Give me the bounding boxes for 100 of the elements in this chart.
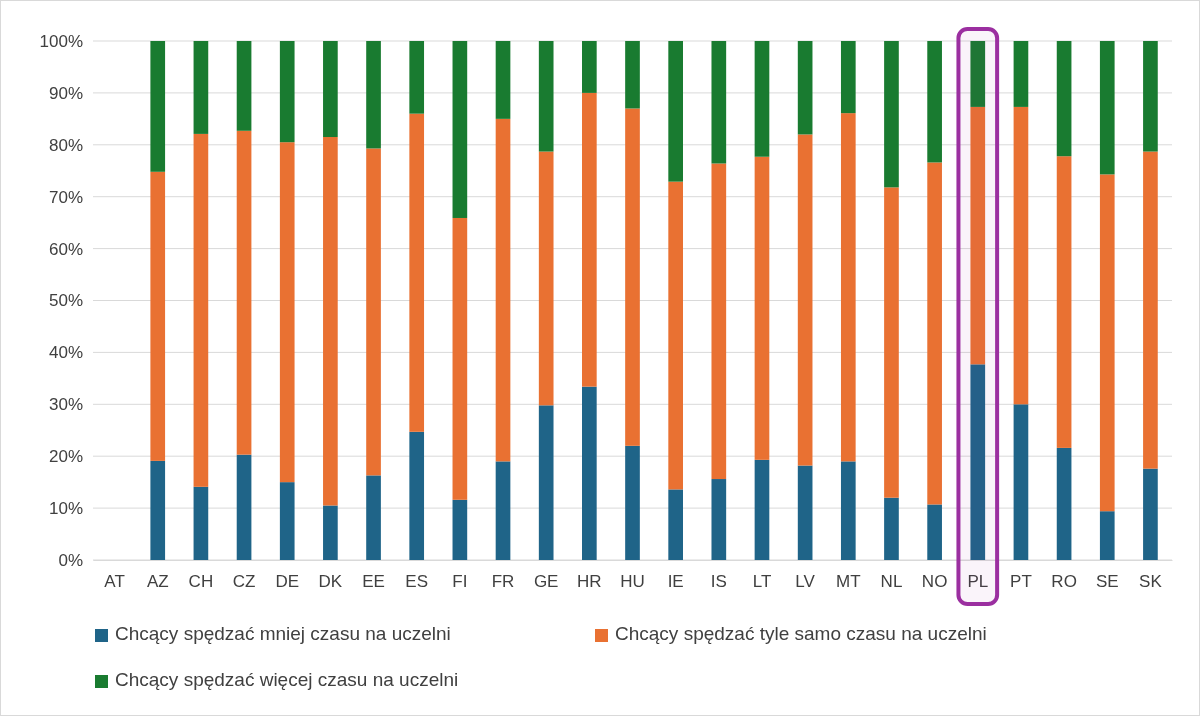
- bar: [279, 142, 295, 483]
- bar: [754, 41, 770, 157]
- bar: [927, 162, 942, 505]
- bar: [236, 41, 252, 131]
- bar: [236, 130, 252, 455]
- bar: [538, 41, 554, 152]
- y-tick-label: 50%: [48, 291, 83, 311]
- x-tick-label: IE: [667, 571, 684, 591]
- bar: [452, 41, 468, 218]
- bar: [1056, 156, 1072, 448]
- bar: [323, 137, 338, 506]
- bar: [409, 113, 425, 432]
- bar: [409, 41, 425, 114]
- x-tick-label: EE: [362, 571, 385, 591]
- bar: [1099, 41, 1115, 175]
- bar: [668, 41, 683, 182]
- x-tick-label: FI: [452, 571, 468, 591]
- bar: [1056, 41, 1072, 157]
- bar: [884, 497, 899, 560]
- bar: [236, 454, 252, 560]
- bar: [970, 41, 986, 107]
- bar: [582, 92, 597, 387]
- bar: [452, 217, 468, 500]
- bar: [1143, 468, 1158, 560]
- x-tick-label: AT: [104, 571, 125, 591]
- x-tick-label: LT: [752, 571, 772, 591]
- x-tick-label: HU: [620, 571, 645, 591]
- bar: [1143, 151, 1158, 469]
- y-tick-label: 20%: [48, 447, 83, 467]
- bar: [1099, 511, 1115, 560]
- bar: [452, 499, 468, 560]
- y-tick-label: 0%: [58, 550, 83, 570]
- x-tick-label: PL: [967, 571, 989, 591]
- bar: [1013, 404, 1029, 560]
- x-tick-label: GE: [533, 571, 559, 591]
- bar: [1099, 174, 1115, 512]
- bar: [366, 41, 381, 149]
- bar: [582, 386, 597, 560]
- x-tick-label: RO: [1051, 571, 1077, 591]
- bar: [150, 460, 166, 560]
- bar: [970, 364, 986, 560]
- bar: [797, 465, 813, 560]
- bar: [840, 113, 856, 462]
- bar: [323, 41, 338, 138]
- bar: [625, 41, 640, 109]
- bar: [193, 486, 209, 560]
- x-tick-label: DE: [275, 571, 300, 591]
- x-tick-label: MT: [836, 571, 861, 591]
- bar: [495, 41, 511, 119]
- x-tick-label: DK: [318, 571, 343, 591]
- bar: [495, 461, 511, 560]
- bar: [797, 41, 813, 135]
- bar: [323, 505, 338, 560]
- bar: [927, 41, 942, 163]
- bar: [754, 459, 770, 560]
- legend-label: Chcący spędzać tyle samo czasu na uczelni: [615, 623, 987, 644]
- bar: [1056, 447, 1072, 560]
- y-tick-label: 60%: [48, 239, 83, 259]
- y-tick-label: 80%: [48, 135, 83, 155]
- legend-label: Chcący spędzać mniej czasu na uczelni: [115, 623, 451, 644]
- x-tick-label: CH: [188, 571, 214, 591]
- bar: [884, 41, 899, 188]
- x-tick-label: SK: [1139, 571, 1163, 591]
- bar: [150, 171, 166, 461]
- bar: [797, 134, 813, 466]
- bar: [409, 431, 425, 560]
- bar: [279, 41, 295, 143]
- bar: [1013, 41, 1029, 107]
- x-tick-label: AZ: [146, 571, 169, 591]
- bar: [1143, 41, 1158, 152]
- y-tick-label: 10%: [48, 499, 83, 519]
- bar: [711, 41, 727, 164]
- bar: [1013, 106, 1029, 405]
- x-tick-label: LV: [795, 571, 816, 591]
- legend-label: Chcący spędzać więcej czasu na uczelni: [115, 669, 459, 690]
- x-tick-label: NL: [880, 571, 903, 591]
- x-tick-label: PT: [1010, 571, 1032, 591]
- x-tick-label: NO: [921, 571, 948, 591]
- bar: [668, 181, 683, 490]
- bar: [495, 118, 511, 462]
- y-tick-label: 90%: [48, 83, 83, 103]
- bar: [840, 461, 856, 560]
- y-tick-label: 40%: [48, 343, 83, 363]
- bar: [884, 187, 899, 498]
- y-tick-label: 30%: [48, 395, 83, 415]
- x-tick-label: HR: [577, 571, 602, 591]
- y-tick-label: 100%: [39, 31, 83, 51]
- bar: [625, 108, 640, 446]
- bar: [193, 133, 209, 487]
- bar: [754, 156, 770, 460]
- x-tick-label: IS: [710, 571, 727, 591]
- x-tick-label: SE: [1095, 571, 1119, 591]
- bar: [711, 163, 727, 480]
- bar: [150, 41, 166, 172]
- bar: [625, 445, 640, 560]
- bar: [840, 41, 856, 114]
- bar: [538, 405, 554, 560]
- bar: [970, 106, 986, 365]
- bar: [279, 482, 295, 560]
- bar: [366, 475, 381, 560]
